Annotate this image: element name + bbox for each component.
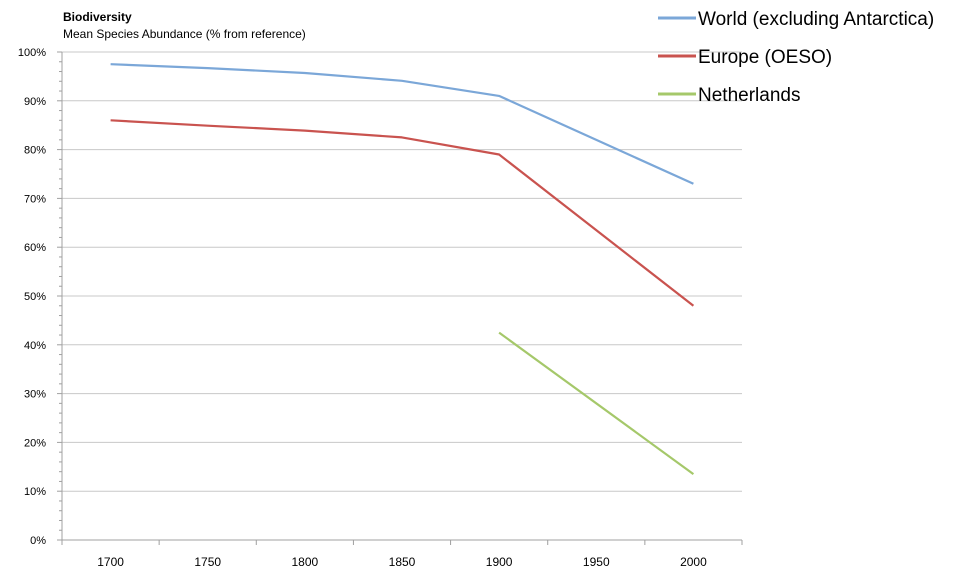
x-tick-label: 2000 [680,555,707,569]
y-tick-label: 0% [30,535,46,547]
series-line-0 [110,63,694,185]
x-tick-label: 1800 [292,555,319,569]
y-tick-label: 30% [24,389,46,401]
y-tick-label: 10% [24,486,46,498]
legend-label: World (excluding Antarctica) [698,9,934,30]
chart-subtitle: Mean Species Abundance (% from reference… [63,27,306,41]
legend-label: Netherlands [698,85,800,106]
series-line-2 [498,331,695,475]
y-tick-label: 70% [24,193,46,205]
series-line-1 [110,119,695,307]
legend-label: Europe (OESO) [698,47,832,68]
x-tick-label: 1700 [97,555,124,569]
y-tick-label: 50% [24,291,46,303]
y-tick-label: 40% [24,340,46,352]
x-tick-label: 1950 [583,555,610,569]
y-tick-label: 90% [24,96,46,108]
x-tick-label: 1750 [194,555,221,569]
chart-title: Biodiversity [63,10,132,24]
x-tick-label: 1900 [486,555,513,569]
y-tick-label: 60% [24,242,46,254]
y-tick-label: 100% [18,47,46,59]
y-tick-label: 20% [24,437,46,449]
y-tick-label: 80% [24,145,46,157]
x-tick-label: 1850 [389,555,416,569]
